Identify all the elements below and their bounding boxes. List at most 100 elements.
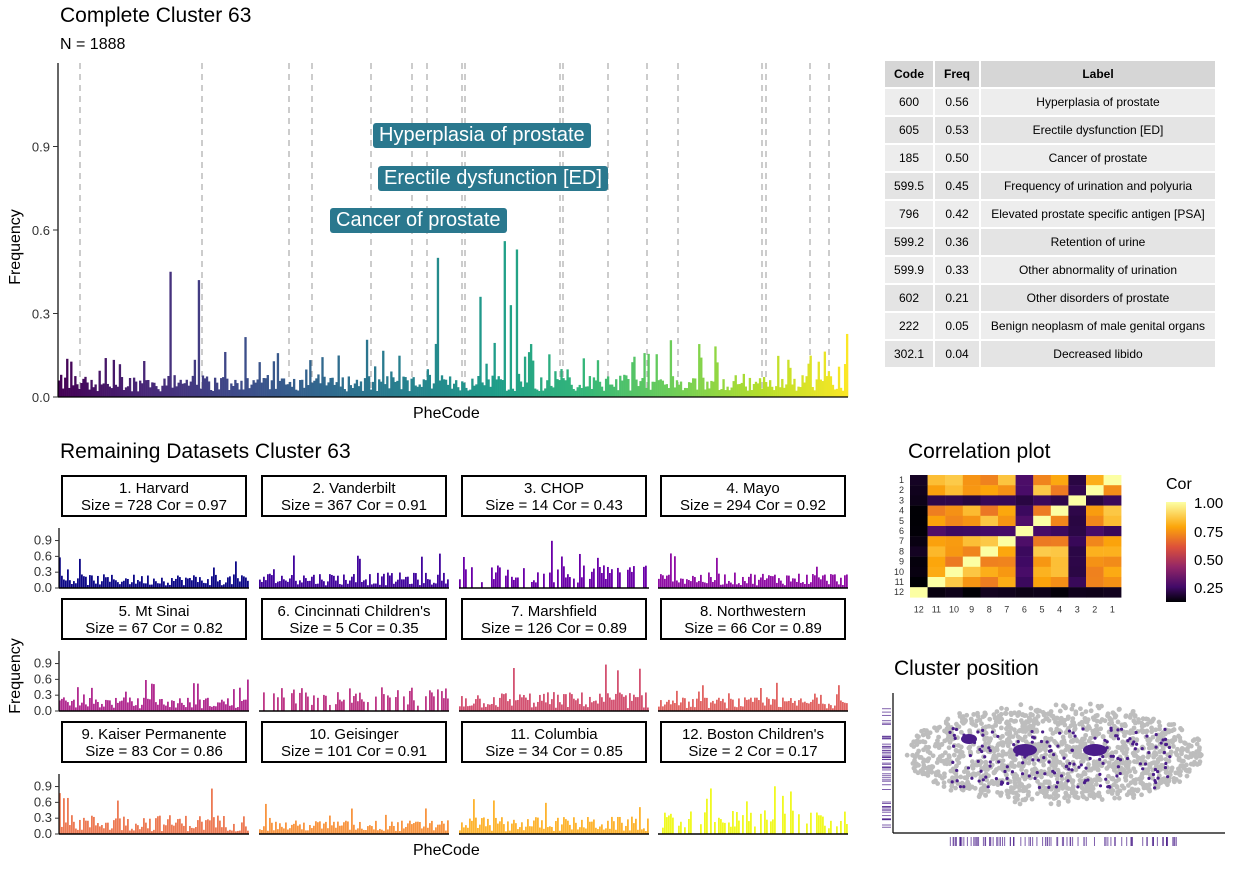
cluster-point: [1077, 765, 1081, 769]
heatmap-cell: [1086, 515, 1104, 527]
heatmap-cell: [1068, 505, 1087, 516]
phecode-bar: [769, 380, 772, 397]
phecode-bar: [329, 377, 332, 397]
facet-bar: [79, 819, 81, 834]
facet-bar: [357, 828, 359, 834]
facet-bar: [435, 827, 437, 834]
facet-bar: [305, 830, 307, 834]
facet-bar: [129, 584, 131, 588]
cluster-point: [970, 776, 974, 780]
cluster-point: [1023, 755, 1027, 759]
heatmap-cell: [1033, 546, 1051, 557]
facet-bar: [209, 706, 211, 711]
heatmap-cell: [1050, 475, 1069, 486]
facet-bar: [710, 577, 712, 588]
facet-bar: [796, 581, 798, 588]
facet-strip: 3. CHOP Size = 14 Cor = 0.43: [461, 475, 647, 517]
phecode-bar: [301, 379, 304, 397]
embedding-point: [1072, 793, 1078, 799]
embedding-point: [999, 705, 1004, 711]
facet-bar: [189, 577, 191, 588]
cluster-point: [1062, 756, 1066, 760]
facet-bar: [507, 821, 509, 834]
cluster-point: [1093, 736, 1097, 740]
heatmap-cell: [1103, 526, 1122, 537]
facet-bar: [720, 584, 722, 588]
facet-bar: [337, 821, 339, 834]
phecode-bar: [590, 388, 594, 397]
cluster-point: [1128, 737, 1132, 741]
embedding-point: [928, 767, 934, 773]
cluster-point: [1049, 749, 1053, 753]
table-cell-label: Retention of urine: [980, 228, 1217, 257]
facet-bar: [603, 829, 605, 834]
facet-y-tick-label: 0.3: [34, 564, 52, 579]
facet-bar: [551, 540, 553, 588]
facet-bar: [603, 565, 605, 588]
heatmap-cell: [1103, 556, 1122, 567]
facet-stats: Size = 367 Cor = 0.91: [281, 497, 427, 514]
facet-bar: [113, 579, 115, 588]
facet-bar: [97, 701, 99, 711]
facet-bar: [844, 575, 846, 588]
phecode-bar: [837, 366, 841, 397]
facet-bar: [463, 827, 465, 834]
heatmap-cell: [1103, 495, 1122, 506]
embedding-point: [1062, 795, 1067, 801]
facet-bar: [619, 692, 621, 711]
facet-bar: [605, 828, 607, 834]
phecode-bar: [218, 389, 221, 397]
facet-bar: [193, 828, 195, 834]
phecode-bar: [193, 359, 197, 397]
cluster-point: [1027, 774, 1031, 778]
facet-bar: [81, 702, 83, 711]
heatmap-y-tick-label: 5: [899, 516, 904, 526]
table-cell-freq: 0.45: [934, 172, 981, 201]
embedding-point: [1057, 759, 1063, 765]
phecode-bar: [228, 390, 231, 397]
facet-bar: [401, 820, 403, 834]
heatmap-cell: [998, 546, 1016, 557]
table-header-code: Code: [885, 61, 935, 89]
phecode-bar: [653, 381, 656, 397]
phecode-bar: [313, 380, 316, 397]
embedding-point: [926, 756, 932, 762]
facet-bar: [221, 585, 223, 588]
facet-bar: [615, 829, 617, 834]
cluster-point: [1145, 734, 1149, 738]
embedding-point: [998, 725, 1004, 731]
facet-bar: [143, 818, 145, 834]
phecode-bar: [594, 380, 598, 397]
facet-bar: [782, 795, 784, 834]
facet-bar: [830, 820, 832, 834]
facet-bar: [539, 694, 541, 711]
phecode-bar: [72, 385, 75, 397]
phecode-bar: [720, 389, 723, 397]
phecode-bar: [337, 355, 340, 397]
facet-bar: [818, 815, 820, 834]
cluster-point: [1030, 740, 1034, 744]
embedding-point: [1015, 793, 1021, 798]
table-cell-code: 796: [885, 200, 935, 229]
facet-bar: [543, 573, 545, 588]
heatmap-cell: [1033, 556, 1051, 567]
facet-bar: [471, 820, 473, 834]
cluster-point: [1012, 742, 1016, 747]
phecode-bar: [351, 387, 355, 397]
facet-bar: [423, 826, 425, 834]
facet-bar: [137, 825, 139, 834]
facet-bar: [459, 579, 461, 588]
phecode-bar: [602, 390, 606, 397]
facet-bar: [531, 826, 533, 834]
facet-bar: [555, 821, 557, 834]
embedding-point: [1112, 795, 1118, 801]
facet-bar: [127, 702, 129, 711]
facet-bar: [125, 578, 127, 588]
phecode-bar: [649, 389, 652, 397]
embedding-point: [1060, 734, 1066, 740]
embedding-point: [1143, 782, 1149, 788]
facet-bar: [549, 572, 551, 588]
table-row: 599.9 0.33 Other abnormality of urination: [885, 256, 1217, 285]
facet-bar: [207, 819, 209, 834]
facet-bar: [601, 697, 603, 711]
